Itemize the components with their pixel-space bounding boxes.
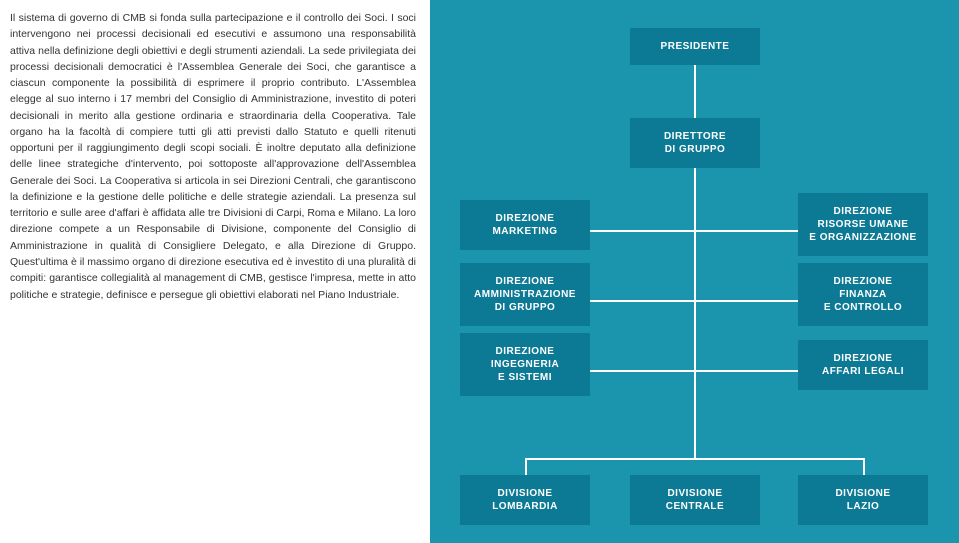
node-risorse: DIREZIONERISORSE UMANEE ORGANIZZAZIONE	[798, 193, 928, 256]
node-presidente: PRESIDENTE	[630, 28, 760, 65]
node-amministrazione: DIREZIONEAMMINISTRAZIONEDI GRUPPO	[460, 263, 590, 326]
paragraph: Il sistema di governo di CMB si fonda su…	[10, 10, 416, 303]
label: DIREZIONEMARKETING	[492, 213, 557, 237]
line-div-l	[525, 458, 527, 476]
label: DIREZIONEAFFARI LEGALI	[822, 353, 904, 377]
label: DIVISIONELOMBARDIA	[492, 488, 558, 512]
label: DIREZIONEINGEGNERIAE SISTEMI	[491, 346, 559, 383]
node-legali: DIREZIONEAFFARI LEGALI	[798, 340, 928, 390]
label: DIRETTOREDI GRUPPO	[664, 131, 726, 155]
label: DIVISIONECENTRALE	[666, 488, 724, 512]
label: DIREZIONERISORSE UMANEE ORGANIZZAZIONE	[809, 206, 916, 243]
node-lombardia: DIVISIONELOMBARDIA	[460, 475, 590, 525]
label: PRESIDENTE	[661, 41, 730, 52]
node-finanza: DIREZIONEFINANZAE CONTROLLO	[798, 263, 928, 326]
org-chart: PRESIDENTE DIRETTOREDI GRUPPO DIREZIONEM…	[430, 0, 959, 543]
label: DIREZIONEFINANZAE CONTROLLO	[824, 276, 902, 313]
node-ingegneria: DIREZIONEINGEGNERIAE SISTEMI	[460, 333, 590, 396]
node-lazio: DIVISIONELAZIO	[798, 475, 928, 525]
line-div-r	[863, 458, 865, 476]
line-div	[525, 458, 865, 460]
label: DIREZIONEAMMINISTRAZIONEDI GRUPPO	[474, 276, 576, 313]
node-centrale: DIVISIONECENTRALE	[630, 475, 760, 525]
node-direttore: DIRETTOREDI GRUPPO	[630, 118, 760, 168]
node-marketing: DIREZIONEMARKETING	[460, 200, 590, 250]
body-text: Il sistema di governo di CMB si fonda su…	[0, 0, 430, 543]
label: DIVISIONELAZIO	[835, 488, 890, 512]
